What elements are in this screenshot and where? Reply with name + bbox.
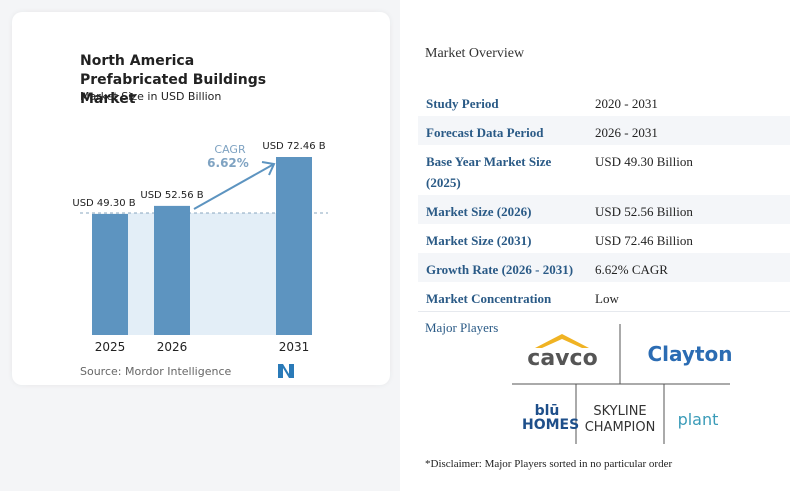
player-logo: plant bbox=[677, 410, 719, 429]
player-logo: blū HOMES bbox=[522, 403, 580, 433]
row-label: Market Size (2031) bbox=[426, 233, 532, 248]
overview-title: Market Overview bbox=[425, 46, 525, 61]
overview-row: Market Concentration Low bbox=[418, 282, 790, 312]
row-value: 2026 - 2031 bbox=[595, 125, 658, 140]
players-title: Major Players bbox=[425, 320, 499, 335]
disclaimer: *Disclaimer: Major Players sorted in no … bbox=[425, 458, 673, 470]
chart: CAGR 6.62% Source: Mordor Intelligence U… bbox=[72, 141, 328, 378]
overview-panel: Market Overview Study Period 2020 - 2031 F… bbox=[400, 0, 800, 491]
cagr-arrow bbox=[193, 163, 275, 210]
row-value: 6.62% CAGR bbox=[595, 262, 668, 277]
brand-icon bbox=[278, 364, 294, 378]
cagr-label: CAGR bbox=[214, 143, 246, 156]
chart-title: North America Prefabricated Buildings Ma… bbox=[80, 53, 267, 107]
row-label: Market Concentration bbox=[426, 291, 552, 306]
player-logo: SKYLINE CHAMPION bbox=[584, 404, 656, 435]
bar bbox=[154, 205, 190, 335]
cagr-arrow-head bbox=[261, 161, 276, 176]
overview-row: Growth Rate (2026 - 2031) 6.62% CAGR bbox=[418, 253, 790, 283]
chart-subtitle: Market Size in USD Billion bbox=[80, 90, 222, 103]
player-logo: Clayton bbox=[647, 342, 733, 366]
value-label: USD 52.56 B bbox=[140, 190, 203, 201]
overview-row: Forecast Data Period 2026 - 2031 bbox=[418, 116, 790, 146]
x-tick-label: 2026 bbox=[157, 340, 188, 354]
bar bbox=[92, 213, 128, 335]
logo-grid bbox=[512, 324, 730, 444]
row-label: Forecast Data Period bbox=[426, 125, 544, 140]
row-value: USD 72.46 Billion bbox=[595, 233, 693, 248]
player-logo: cavco bbox=[527, 346, 598, 371]
overview-row: Study Period 2020 - 2031 bbox=[418, 87, 790, 117]
row-label: Study Period bbox=[426, 96, 499, 111]
row-value: USD 49.30 Billion bbox=[595, 154, 693, 169]
shade bbox=[128, 213, 276, 335]
cagr-value: 6.62% bbox=[207, 156, 249, 170]
chart-card: North America Prefabricated Buildings Ma… bbox=[12, 12, 390, 385]
cavco-roof bbox=[535, 334, 589, 348]
x-tick-label: 2025 bbox=[95, 340, 126, 354]
row-label: Base Year Market Size (2025) bbox=[426, 154, 552, 190]
value-label: USD 72.46 B bbox=[262, 141, 325, 152]
overview-row: Base Year Market Size (2025) USD 49.30 Bi… bbox=[418, 145, 790, 196]
row-value: Low bbox=[595, 291, 619, 306]
overview-row: Market Size (2026) USD 52.56 Billion bbox=[418, 195, 790, 225]
row-label: Market Size (2026) bbox=[426, 204, 532, 219]
source: Source: Mordor Intelligence bbox=[80, 365, 231, 378]
overview-row: Market Size (2031) USD 72.46 Billion bbox=[418, 224, 790, 254]
x-tick-label: 2031 bbox=[279, 340, 310, 354]
row-value: USD 52.56 Billion bbox=[595, 204, 693, 219]
row-value: 2020 - 2031 bbox=[595, 96, 658, 111]
value-label: USD 49.30 B bbox=[72, 198, 135, 209]
bar bbox=[276, 157, 312, 335]
row-label: Growth Rate (2026 - 2031) bbox=[426, 262, 574, 277]
